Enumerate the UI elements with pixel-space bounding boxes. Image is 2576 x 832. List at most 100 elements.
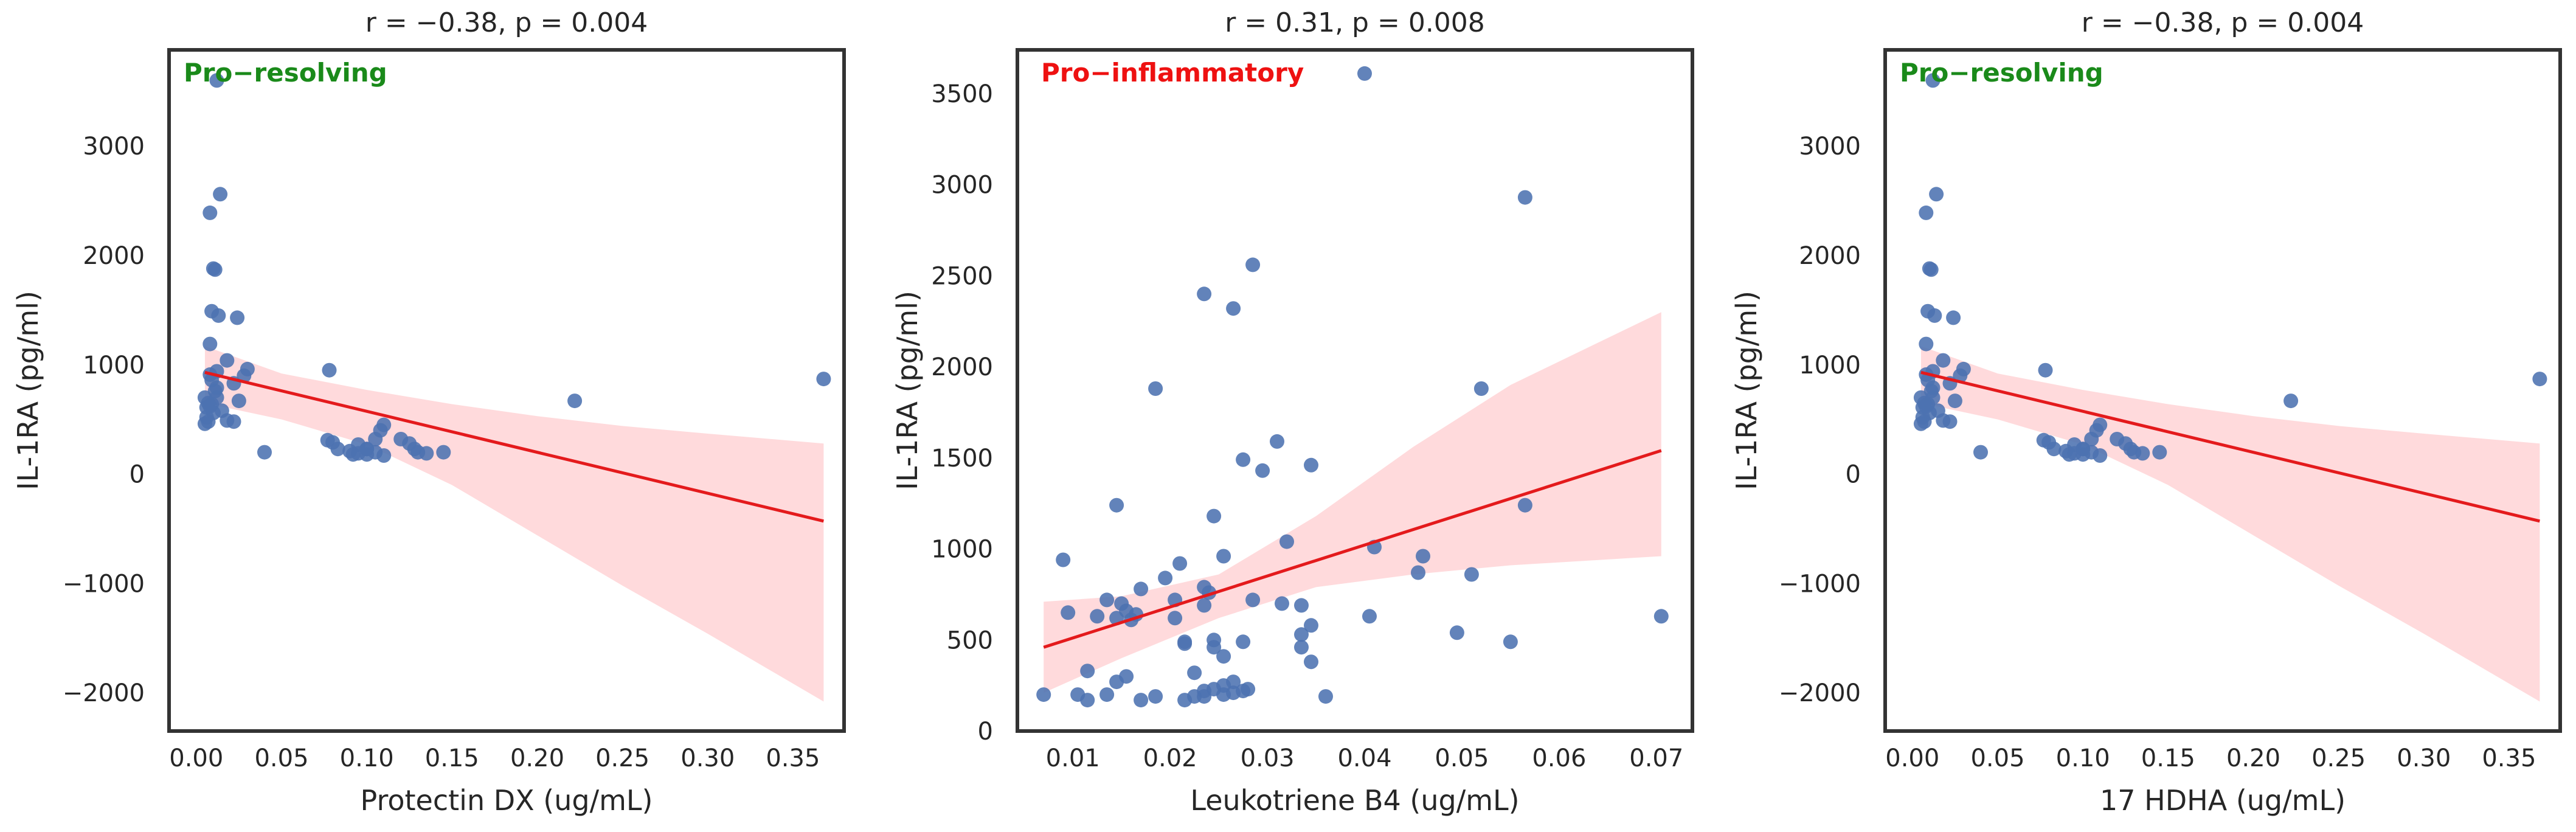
data-point — [1318, 689, 1333, 704]
x-tick-label: 0.05 — [254, 744, 308, 772]
panel-title: r = −0.38, p = 0.004 — [365, 7, 648, 38]
data-point — [226, 414, 241, 429]
data-point — [209, 73, 224, 88]
x-axis-label: Protectin DX (ug/mL) — [361, 784, 653, 817]
data-point — [1927, 308, 1942, 323]
data-point — [230, 310, 245, 325]
x-tick-label: 0.00 — [1885, 744, 1939, 772]
data-point — [1197, 689, 1212, 704]
data-point — [1090, 609, 1105, 624]
plot-area — [1883, 48, 2562, 733]
data-point — [407, 442, 422, 457]
data-point — [1168, 611, 1183, 626]
y-tick-label: −2000 — [63, 679, 145, 707]
plot-frame — [1016, 48, 1694, 733]
annotation-pro-inflammatory: Pro−inflammatory — [1041, 58, 1304, 88]
data-point — [1304, 654, 1318, 670]
data-point — [257, 445, 272, 460]
y-tick-label: 0 — [978, 718, 993, 746]
y-tick-label: 0 — [130, 461, 145, 489]
x-tick-label: 0.35 — [766, 744, 820, 772]
x-tick-label: 0.10 — [340, 744, 394, 772]
y-tick-label: 1000 — [931, 536, 993, 564]
data-point — [1134, 693, 1149, 708]
y-axis-label: IL-1RA (pg/ml) — [1730, 291, 1763, 490]
data-point — [322, 362, 337, 378]
data-point — [1056, 552, 1071, 567]
confidence-band — [204, 346, 824, 702]
data-point — [1207, 640, 1222, 655]
panel-title: r = 0.31, p = 0.008 — [1225, 7, 1485, 38]
data-point — [1973, 445, 1988, 460]
panel-protectin-dx: r = −0.38, p = 0.004 Protectin DX (ug/mL… — [12, 7, 846, 817]
data-point — [1216, 649, 1231, 664]
data-point — [211, 308, 226, 323]
x-tick-label: 0.05 — [1435, 744, 1489, 772]
panel-leukotriene-b4: r = 0.31, p = 0.008 Leukotriene B4 (ug/m… — [891, 7, 1694, 817]
data-point — [1304, 618, 1318, 633]
y-tick-label: 0 — [1846, 461, 1861, 489]
data-point — [2123, 442, 2138, 457]
data-point — [203, 336, 218, 352]
data-point — [345, 447, 361, 462]
x-tick-label: 0.30 — [680, 744, 735, 772]
plot-frame — [167, 48, 846, 733]
data-point — [1449, 625, 1464, 640]
data-point — [1245, 257, 1261, 272]
data-point — [1919, 205, 1934, 220]
data-point — [1236, 634, 1251, 650]
data-point — [1925, 380, 1941, 395]
data-point — [1080, 693, 1095, 708]
y-tick-label: 2000 — [83, 242, 145, 270]
data-point — [1294, 627, 1309, 642]
data-point — [1236, 684, 1251, 699]
regression-line — [1920, 370, 2540, 523]
annotation-pro-resolving: Pro−resolving — [1900, 58, 2103, 88]
annotation-pro-resolving: Pro−resolving — [184, 58, 387, 88]
y-tick-label: 1000 — [83, 352, 145, 380]
y-tick-label: 1000 — [1799, 352, 1861, 380]
data-point — [1929, 187, 1944, 202]
data-point — [1148, 689, 1163, 704]
x-axis-label: Leukotriene B4 (ug/mL) — [1190, 784, 1519, 817]
data-point — [1411, 565, 1425, 580]
data-point — [1279, 534, 1294, 549]
y-tick-label: −2000 — [1779, 679, 1861, 707]
data-point — [1255, 463, 1270, 478]
data-point — [1216, 549, 1231, 564]
data-point — [2046, 442, 2062, 457]
data-point — [1158, 570, 1173, 586]
data-point — [1172, 556, 1188, 571]
data-point — [1304, 457, 1318, 473]
x-tick-label: 0.01 — [1046, 744, 1100, 772]
y-tick-label: −1000 — [63, 570, 145, 598]
data-point — [1923, 262, 1939, 277]
data-point — [330, 442, 345, 457]
data-point — [1270, 434, 1284, 449]
x-tick-label: 0.30 — [2397, 744, 2451, 772]
data-point — [2076, 442, 2091, 457]
data-point — [2135, 446, 2150, 461]
data-point — [1207, 508, 1222, 524]
data-point — [1080, 664, 1095, 679]
data-point — [1099, 592, 1115, 608]
data-point — [1036, 687, 1051, 702]
y-tick-label: 3500 — [931, 80, 993, 108]
data-point — [816, 372, 831, 387]
data-point — [1946, 310, 1961, 325]
data-point — [1953, 368, 1968, 383]
y-tick-label: 1500 — [931, 445, 993, 473]
y-axis-label: IL-1RA (pg/ml) — [891, 291, 924, 490]
data-point — [1913, 416, 1928, 431]
data-point — [1473, 381, 1489, 396]
data-point — [1517, 190, 1532, 205]
x-tick-label: 0.25 — [2311, 744, 2366, 772]
data-point — [1099, 687, 1115, 702]
x-tick-label: 0.15 — [425, 744, 479, 772]
data-point — [1357, 66, 1372, 81]
x-tick-label: 0.02 — [1143, 744, 1197, 772]
data-point — [1416, 549, 1430, 564]
data-point — [1216, 678, 1231, 693]
data-point — [2062, 447, 2077, 462]
x-tick-label: 0.03 — [1241, 744, 1295, 772]
